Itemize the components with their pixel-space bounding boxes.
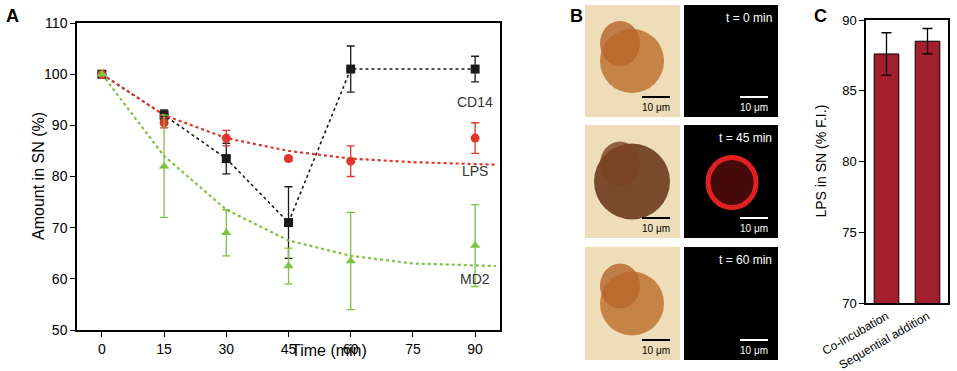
svg-text:Time (min): Time (min)	[291, 342, 367, 359]
svg-text:85: 85	[842, 83, 856, 98]
svg-text:C: C	[814, 6, 827, 26]
svg-text:t = 60 min: t = 60 min	[719, 253, 772, 267]
svg-text:A: A	[6, 6, 19, 26]
svg-text:60: 60	[52, 271, 68, 287]
svg-text:10 μm: 10 μm	[740, 223, 768, 234]
svg-text:10 μm: 10 μm	[642, 102, 670, 113]
svg-text:70: 70	[52, 220, 68, 236]
svg-text:10 μm: 10 μm	[740, 102, 768, 113]
svg-text:50: 50	[52, 322, 68, 338]
svg-text:t = 45 min: t = 45 min	[719, 131, 772, 145]
svg-text:75: 75	[842, 225, 856, 240]
svg-text:10 μm: 10 μm	[740, 345, 768, 356]
svg-text:15: 15	[156, 341, 172, 357]
svg-text:Amount in SN (%): Amount in SN (%)	[30, 112, 47, 240]
svg-text:B: B	[570, 6, 583, 26]
svg-text:80: 80	[52, 168, 68, 184]
svg-text:LPS: LPS	[462, 163, 488, 179]
svg-text:90: 90	[842, 13, 856, 28]
svg-text:30: 30	[219, 341, 235, 357]
svg-text:10 μm: 10 μm	[642, 223, 670, 234]
svg-text:LPS in SN (% F.I.): LPS in SN (% F.I.)	[813, 105, 829, 218]
svg-text:Sequential addition: Sequential addition	[837, 309, 932, 371]
svg-text:t = 0 min: t = 0 min	[726, 11, 772, 25]
svg-text:100: 100	[44, 66, 68, 82]
svg-text:70: 70	[842, 296, 856, 311]
svg-text:Co-incubation: Co-incubation	[820, 309, 891, 358]
svg-text:110: 110	[45, 15, 68, 31]
svg-text:CD14: CD14	[457, 94, 493, 110]
svg-text:MD2: MD2	[460, 271, 490, 287]
svg-text:90: 90	[52, 117, 68, 133]
svg-text:0: 0	[98, 341, 106, 357]
svg-text:80: 80	[842, 154, 856, 169]
svg-text:45: 45	[281, 341, 297, 357]
svg-text:90: 90	[467, 341, 483, 357]
svg-text:10 μm: 10 μm	[642, 345, 670, 356]
svg-text:75: 75	[405, 341, 421, 357]
svg-text:60: 60	[343, 341, 359, 357]
